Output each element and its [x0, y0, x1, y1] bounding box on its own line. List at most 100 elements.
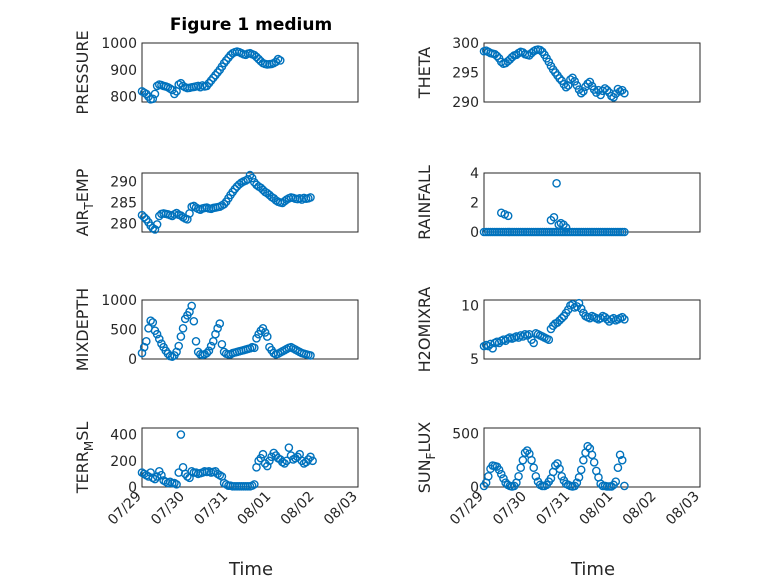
data-point — [258, 324, 268, 333]
data-point — [176, 430, 186, 439]
data-point — [583, 441, 592, 451]
data-point — [284, 443, 294, 452]
data-point — [262, 461, 272, 471]
data-point — [306, 193, 315, 202]
y-tick-label: 5 — [470, 352, 479, 368]
data-point — [561, 82, 571, 92]
data-point — [252, 334, 261, 343]
y-tick-label: 200 — [110, 454, 137, 470]
data-point — [611, 89, 621, 99]
x-axis-label-left: Time — [228, 559, 273, 580]
data-point — [579, 87, 588, 96]
data-point — [572, 81, 582, 90]
data-point — [572, 478, 582, 488]
y-tick-label: 1000 — [101, 293, 137, 309]
x-axis-label-right: Time — [570, 559, 615, 580]
data-point — [520, 448, 530, 457]
y-tick-label: 0 — [470, 480, 479, 496]
data-point — [157, 470, 166, 480]
data-point — [258, 449, 268, 459]
data-point — [150, 89, 160, 99]
data-point — [535, 45, 545, 55]
data-point — [496, 469, 506, 479]
air-temp-axes: 280 285 290 AIRTEMP — [73, 168, 359, 237]
y-axis-label-sub: F — [424, 452, 438, 459]
data-point — [146, 316, 155, 325]
data-point — [206, 341, 216, 351]
data-point — [576, 304, 586, 313]
data-point — [260, 459, 270, 468]
data-point — [507, 52, 517, 62]
figure-title: Figure 1 medium — [170, 15, 332, 35]
y-tick-label: 0 — [470, 225, 479, 241]
data-point — [280, 459, 289, 468]
y-axis-label: H2OMIXRA — [415, 287, 434, 373]
data-point — [204, 346, 214, 356]
y-axis-label: PRESSURE — [73, 30, 92, 114]
data-point — [252, 52, 261, 62]
data-point — [152, 220, 162, 229]
data-point — [529, 338, 538, 348]
y-tick-label: 0 — [128, 480, 137, 496]
data-point — [609, 313, 618, 323]
data-point — [494, 465, 504, 475]
data-point — [518, 455, 528, 465]
y-axis-label-main: AIR — [73, 210, 92, 237]
data-point — [602, 85, 612, 95]
data-point — [187, 301, 196, 311]
h2omixra-axes: 5 10 H2OMIXRA — [415, 287, 701, 373]
y-axis-label: THETA — [415, 47, 434, 99]
data-point — [555, 316, 564, 325]
data-point — [566, 75, 575, 84]
data-point — [154, 334, 164, 344]
data-point — [585, 313, 595, 323]
y-tick-label: 500 — [110, 323, 137, 339]
terr-msl-axes: 0 200 400 TERRMSL 07/29 07/30 07/31 08/01 08/02 0… — [73, 422, 361, 529]
data-point — [152, 472, 162, 481]
data-point — [583, 79, 592, 89]
data-point — [555, 74, 564, 83]
data-point — [587, 450, 597, 460]
data-point — [139, 212, 149, 222]
data-point — [576, 88, 586, 98]
data-point — [260, 328, 270, 337]
y-tick-label: 280 — [110, 217, 137, 233]
y-tick-label: 0 — [128, 352, 137, 368]
data-point — [549, 212, 559, 222]
data-point — [615, 450, 625, 460]
data-point — [613, 84, 623, 94]
y-tick-label: 10 — [461, 298, 479, 314]
data-point — [148, 94, 158, 104]
data-point — [553, 318, 562, 327]
data-point — [174, 341, 184, 351]
x-tick-label: 08/02 — [620, 489, 660, 529]
data-point — [531, 471, 541, 481]
data-point — [574, 473, 584, 482]
x-tick-label: 08/02 — [278, 489, 318, 529]
data-point — [527, 455, 536, 465]
data-point — [488, 343, 497, 353]
data-point — [574, 298, 584, 308]
data-point — [544, 335, 554, 344]
data-point — [557, 471, 567, 481]
axes-frame — [141, 427, 359, 488]
data-point — [308, 456, 317, 466]
data-point — [215, 319, 225, 328]
data-point — [620, 88, 629, 98]
data-point — [617, 312, 627, 322]
y-axis-label: MIXDEPTH — [73, 288, 92, 371]
y-tick-label: 300 — [452, 36, 479, 52]
data-point — [256, 326, 266, 335]
data-point — [202, 348, 212, 358]
y-axis-label: RAINFALL — [415, 165, 434, 240]
data-point — [146, 468, 155, 477]
y-axis-label-rest: LUX — [415, 422, 434, 453]
x-tick-label: 07/30 — [148, 489, 188, 529]
y-axis-label-main: TERR — [73, 451, 92, 494]
y-tick-label: 290 — [452, 95, 479, 111]
data-point — [544, 57, 554, 67]
y-tick-label: 400 — [110, 428, 137, 444]
data-point — [585, 77, 595, 87]
y-axis-label-rest: EMP — [73, 168, 92, 202]
